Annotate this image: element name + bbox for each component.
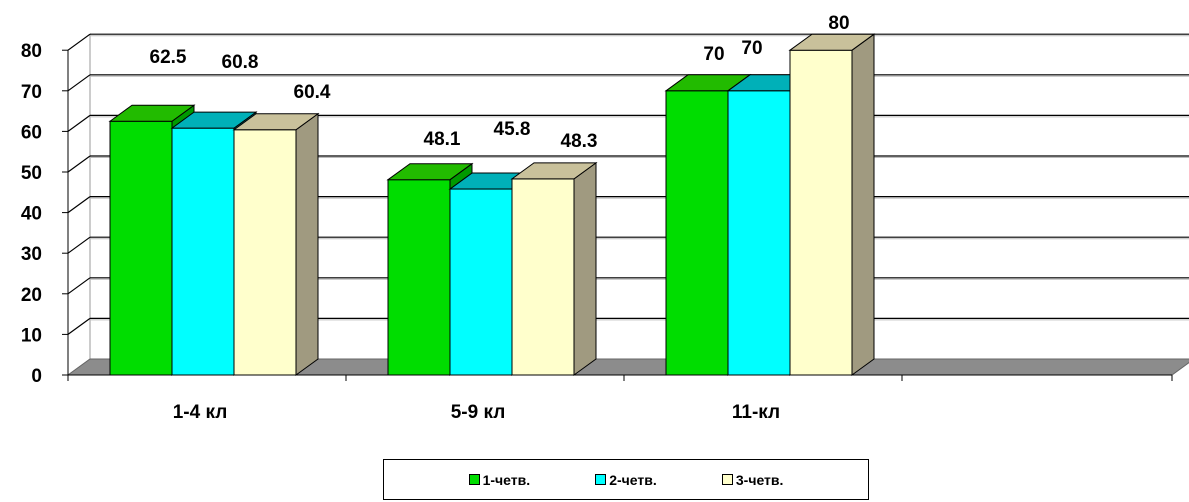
bar-top	[232, 113, 320, 131]
bar-top	[170, 111, 258, 129]
bar	[109, 120, 173, 376]
category-label: 5-9 кл	[451, 402, 506, 423]
gridline-depth	[67, 114, 91, 132]
bar	[511, 178, 575, 376]
legend-swatch-series-1	[468, 474, 480, 485]
legend-label-series-2: 2-четв.	[609, 471, 657, 488]
gridline-depth	[67, 196, 91, 214]
bar-top	[788, 33, 876, 51]
gridline-depth	[67, 74, 91, 92]
legend-swatch-series-3	[721, 474, 733, 485]
legend-label-series-3: 3-четв.	[735, 471, 784, 488]
data-label: 62.5	[150, 47, 187, 68]
bar-top	[108, 104, 196, 122]
bar	[727, 90, 791, 376]
bar	[387, 179, 451, 376]
bar	[789, 49, 853, 376]
gridline-depth	[67, 155, 91, 173]
bar	[233, 129, 297, 376]
y-tick-label: 50	[21, 163, 42, 184]
bar-top	[386, 163, 474, 181]
legend-item-series-1: 1-четв.	[468, 471, 531, 488]
gridline-depth	[67, 236, 91, 254]
gridline-depth	[67, 33, 91, 51]
y-tick-label: 20	[21, 285, 42, 306]
chart-legend: 1-четв. 2-четв. 3-четв.	[383, 459, 869, 500]
bar-side	[851, 33, 875, 376]
legend-item-series-2: 2-четв.	[595, 472, 657, 488]
bar	[665, 90, 729, 376]
y-tick-label: 10	[21, 325, 42, 346]
data-label: 70	[741, 38, 762, 59]
data-label: 48.1	[424, 129, 461, 150]
y-tick-label: 30	[21, 244, 42, 265]
category-label: 11-кл	[732, 402, 780, 423]
bar-side	[573, 161, 597, 376]
data-label: 60.4	[294, 82, 331, 103]
chart-bars	[108, 33, 876, 376]
bar-side	[295, 112, 319, 376]
data-label: 45.8	[494, 119, 531, 140]
gridline-depth	[67, 277, 91, 295]
legend-swatch-series-2	[595, 474, 607, 485]
y-tick-label: 60	[21, 122, 42, 143]
legend-label-series-1: 1-четв.	[482, 471, 531, 488]
data-label: 70	[703, 44, 724, 65]
y-tick-label: 0	[31, 366, 42, 387]
y-tick-label: 40	[21, 204, 42, 225]
chart-labels: 0 10 20 30 40 50 60 70 80 1-4 кл 5-9 кл 11-кл 62.5 60…	[21, 13, 850, 423]
gridline-depth	[67, 317, 91, 335]
data-label: 60.8	[222, 52, 259, 73]
bar	[171, 127, 235, 376]
data-label: 48.3	[561, 131, 598, 152]
bar	[449, 188, 513, 376]
legend-item-series-3: 3-четв.	[721, 471, 784, 488]
category-label: 1-4 кл	[173, 402, 228, 423]
data-label: 80	[828, 13, 849, 34]
bar-top	[510, 162, 598, 180]
y-tick-label: 80	[21, 41, 42, 62]
y-tick-label: 70	[21, 82, 42, 103]
